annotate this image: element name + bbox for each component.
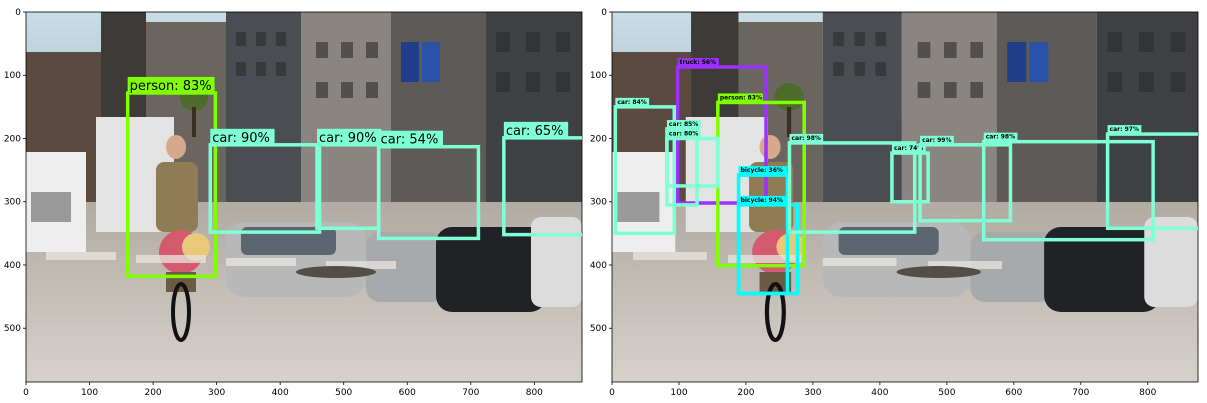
detection-label-bg	[666, 120, 701, 130]
detection-box	[1105, 132, 1198, 231]
detection-label: car: 97%	[1110, 126, 1139, 133]
detection-label-bg	[920, 135, 954, 145]
detection-label: car: 99%	[922, 137, 951, 144]
detection-label: person: 83%	[720, 94, 762, 101]
y-tick-label: 100	[590, 71, 607, 81]
detection-label-bg	[677, 58, 719, 68]
detection-label: car: 74%	[894, 145, 923, 152]
detection-label: car: 80%	[669, 130, 698, 137]
detection-label-bg	[738, 195, 788, 205]
x-tick-label: 600	[399, 388, 416, 398]
x-tick-label: 100	[670, 388, 687, 398]
x-tick-label: 0	[23, 388, 29, 398]
detection-label: car: 85%	[669, 121, 698, 128]
axes-frame	[611, 11, 1199, 383]
detection-box	[787, 141, 917, 234]
detection-label: bicycle: 94%	[741, 197, 783, 204]
left-detection-panel: 0 100 200 300 400 500 0 100 200 300 400 500 600 700 80…	[4, 8, 584, 398]
y-tick-label: 200	[590, 134, 607, 144]
detection-label: car: 90%	[212, 131, 270, 146]
detection-label: car: 54%	[381, 133, 439, 148]
detection-label: car: 98%	[791, 135, 820, 142]
detection-label-bg	[615, 97, 650, 107]
detection-label-bg	[1107, 125, 1142, 135]
detection-label-bg	[789, 133, 824, 143]
y-tick-label: 500	[4, 324, 21, 334]
street-photo	[24, 10, 584, 384]
y-tick-label: 400	[4, 261, 21, 271]
detection-label-bg	[738, 166, 788, 176]
x-tick-label: 800	[526, 388, 543, 398]
detection-box	[918, 143, 1013, 223]
x-tick-label: 300	[208, 388, 225, 398]
detection-label: bicycle: 36%	[741, 167, 783, 174]
x-tick-label: 800	[1139, 388, 1156, 398]
x-tick-label: 300	[804, 388, 821, 398]
x-tick-label: 400	[272, 388, 289, 398]
detection-label: car: 90%	[319, 131, 377, 146]
right-detection-panel: 0 100 200 300 400 500 0 100 200 300 400 500 600 700 80…	[590, 8, 1207, 398]
detections: person: 83% car: 90% car: 90% car: 54% car: …	[125, 76, 582, 279]
x-tick-label: 200	[737, 388, 754, 398]
y-tick-label: 100	[4, 71, 21, 81]
y-tick-label: 300	[590, 198, 607, 208]
detection-label-bg	[717, 93, 763, 103]
x-tick-label: 600	[1005, 388, 1022, 398]
detection-label: car: 98%	[986, 134, 1015, 141]
detection-label-bg	[891, 144, 926, 154]
y-tick-label: 0	[601, 8, 607, 18]
y-tick-label: 400	[590, 261, 607, 271]
detection-label-bg	[210, 128, 275, 145]
x-tick-label: 400	[871, 388, 888, 398]
detection-label-bg	[317, 128, 382, 145]
detection-label: person: 83%	[130, 79, 212, 94]
detection-label: truck: 56%	[680, 59, 717, 66]
x-tick-label: 100	[81, 388, 98, 398]
detection-label-bg	[378, 130, 443, 147]
detection-label-bg	[983, 132, 1018, 142]
x-tick-label: 200	[144, 388, 161, 398]
detection-label-bg	[666, 129, 701, 139]
x-tick-label: 500	[938, 388, 955, 398]
detection-box	[981, 139, 1155, 242]
x-tick-label: 500	[335, 388, 352, 398]
detection-label: car: 84%	[617, 99, 646, 106]
detection-label-bg	[127, 76, 215, 93]
y-tick-label: 500	[590, 324, 607, 334]
y-tick-label: 200	[4, 134, 21, 144]
axes-frame	[25, 11, 583, 383]
detection-label: car: 65%	[506, 124, 564, 139]
x-tick-label: 0	[609, 388, 615, 398]
x-tick-label: 700	[462, 388, 479, 398]
detection-label-bg	[503, 121, 569, 138]
y-tick-label: 0	[15, 8, 21, 18]
x-tick-label: 700	[1072, 388, 1089, 398]
detections: truck: 56% person: 83% bicycle: 94% bicycle…	[613, 58, 1198, 296]
y-tick-label: 300	[4, 198, 21, 208]
